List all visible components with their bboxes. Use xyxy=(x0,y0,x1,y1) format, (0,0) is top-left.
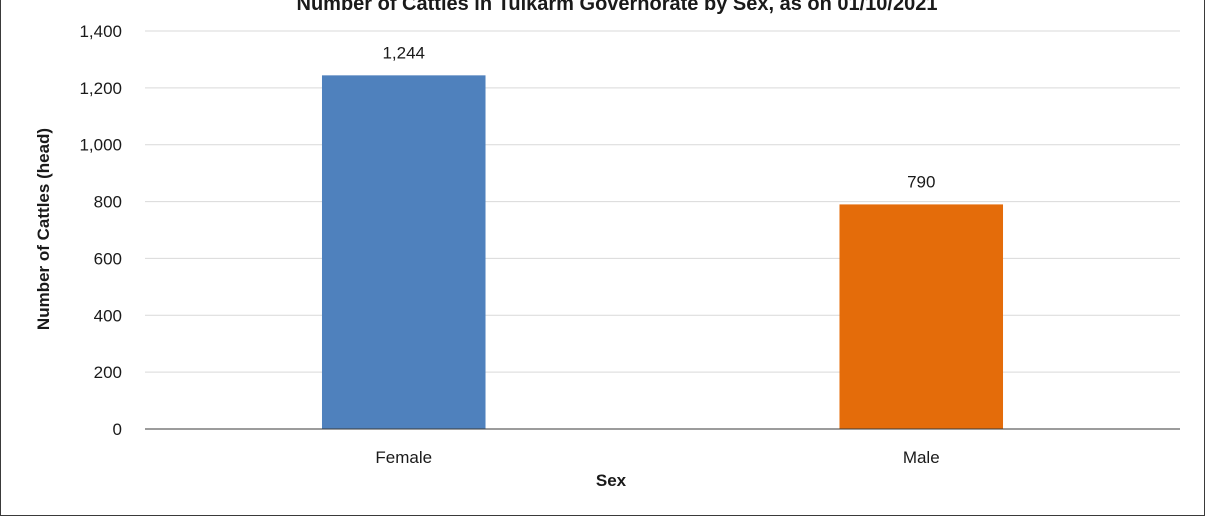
chart-title: Number of Cattles in Tulkarm Governorate… xyxy=(297,0,938,15)
bar-male xyxy=(839,204,1004,429)
x-tick-labels: Female Male xyxy=(375,448,939,467)
y-tick-labels: 0 200 400 600 800 1,000 1,200 1,400 xyxy=(79,22,122,439)
y-tick-label: 1,200 xyxy=(79,79,122,98)
y-tick-label: 800 xyxy=(94,193,122,212)
x-tick-label: Male xyxy=(903,448,940,467)
data-label: 790 xyxy=(907,172,935,191)
y-axis-title: Number of Cattles (head) xyxy=(34,128,53,330)
y-tick-label: 1,000 xyxy=(79,136,122,155)
bar-female xyxy=(321,75,486,429)
gridlines xyxy=(145,30,1180,373)
data-label: 1,244 xyxy=(382,43,425,62)
y-tick-label: 0 xyxy=(113,420,122,439)
x-axis-title: Sex xyxy=(596,471,627,490)
value-labels: 1,244 790 xyxy=(382,43,935,191)
y-tick-label: 200 xyxy=(94,363,122,382)
y-tick-label: 1,400 xyxy=(79,22,122,41)
bars xyxy=(321,75,1004,429)
x-tick-label: Female xyxy=(375,448,432,467)
y-tick-label: 600 xyxy=(94,249,122,268)
y-tick-label: 400 xyxy=(94,306,122,325)
